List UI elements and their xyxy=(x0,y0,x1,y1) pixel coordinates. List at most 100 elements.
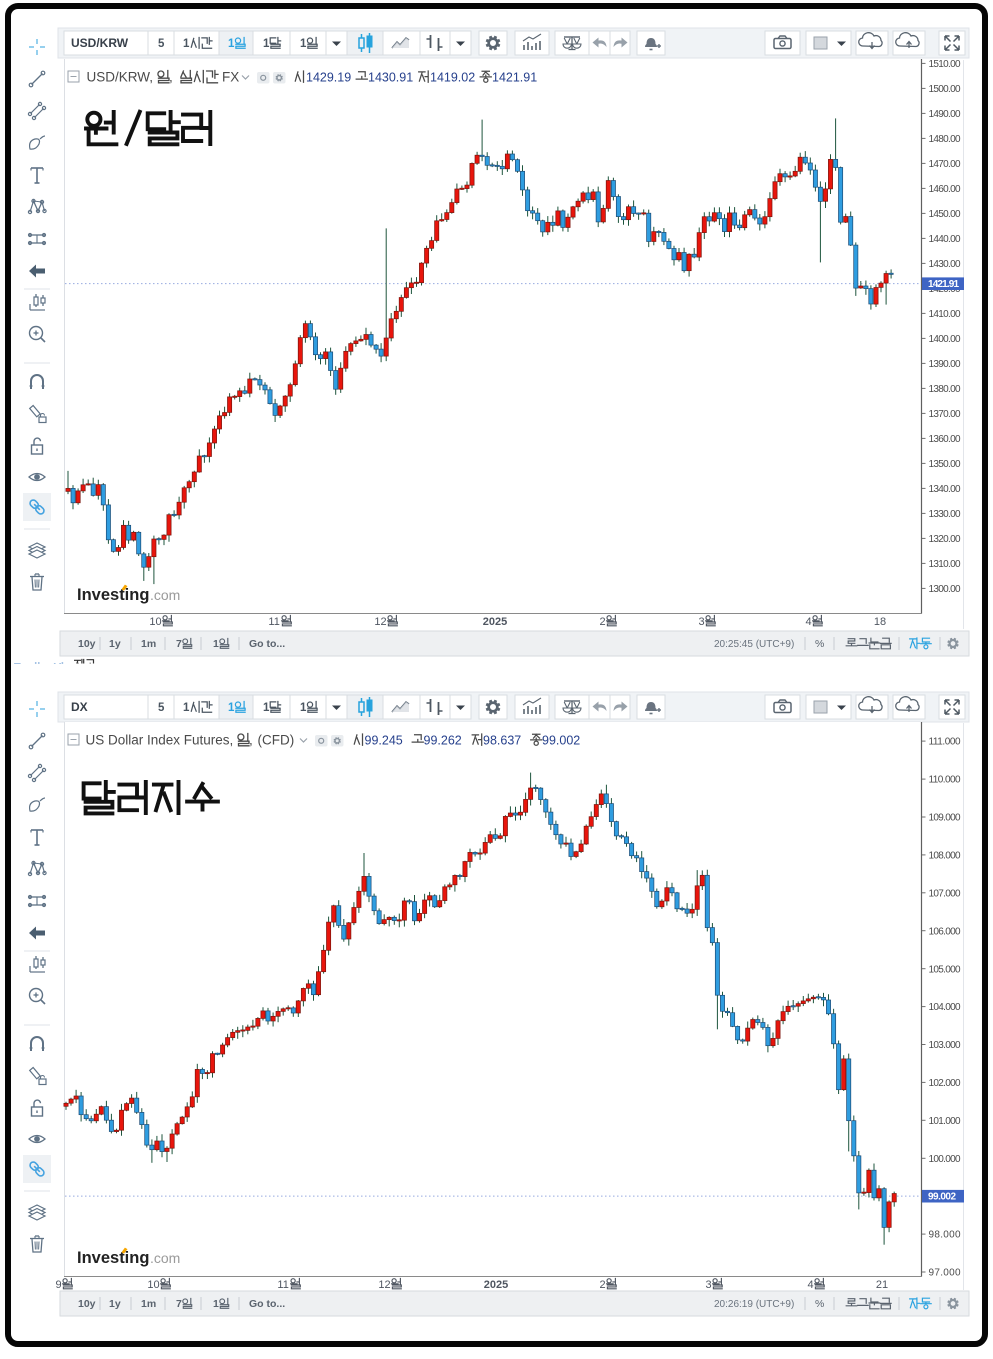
svg-text:1: 1 xyxy=(300,38,307,50)
svg-text:1310.00: 1310.00 xyxy=(929,559,961,570)
svg-text:2: 2 xyxy=(600,1279,606,1291)
svg-text:%: % xyxy=(815,1298,824,1310)
svg-text:110.000: 110.000 xyxy=(929,775,961,786)
svg-text:1300.00: 1300.00 xyxy=(929,584,961,595)
svg-text:100.000: 100.000 xyxy=(929,1154,961,1165)
svg-text:1y: 1y xyxy=(109,1298,121,1310)
svg-text:4: 4 xyxy=(808,1279,814,1291)
svg-text:105.000: 105.000 xyxy=(929,964,961,975)
svg-text:1470.00: 1470.00 xyxy=(929,159,961,170)
svg-text:1: 1 xyxy=(263,38,270,50)
svg-text:1450.00: 1450.00 xyxy=(929,209,961,220)
svg-text:111.000: 111.000 xyxy=(929,737,961,748)
svg-text:.com: .com xyxy=(150,587,180,603)
svg-text:1480.00: 1480.00 xyxy=(929,134,961,145)
svg-text:%: % xyxy=(815,638,824,650)
svg-text:1350.00: 1350.00 xyxy=(929,459,961,470)
svg-text:10: 10 xyxy=(149,616,161,628)
svg-text:1410.00: 1410.00 xyxy=(929,309,961,320)
svg-text:5: 5 xyxy=(158,702,165,714)
svg-text:1: 1 xyxy=(228,702,235,714)
svg-text:5: 5 xyxy=(158,38,165,50)
svg-text:10: 10 xyxy=(147,1279,159,1291)
svg-text:2025: 2025 xyxy=(483,616,507,628)
svg-text:1500.00: 1500.00 xyxy=(929,84,961,95)
svg-text:98.637: 98.637 xyxy=(483,734,521,748)
svg-text:USD/KRW,: USD/KRW, xyxy=(87,70,154,85)
svg-text:1: 1 xyxy=(213,1298,219,1310)
svg-text:,: , xyxy=(249,733,253,748)
svg-text:11: 11 xyxy=(277,1279,288,1291)
svg-text:1: 1 xyxy=(183,38,190,50)
svg-text:Investing: Investing xyxy=(77,586,149,604)
svg-text:106.000: 106.000 xyxy=(929,926,961,937)
svg-text:9: 9 xyxy=(56,1279,62,1291)
svg-text:1400.00: 1400.00 xyxy=(929,334,961,345)
svg-text:107.000: 107.000 xyxy=(929,888,961,899)
svg-text:1421.91: 1421.91 xyxy=(928,279,959,290)
svg-text:103.000: 103.000 xyxy=(929,1040,961,1051)
svg-text:109.000: 109.000 xyxy=(929,813,961,824)
svg-text:99.002: 99.002 xyxy=(928,1192,956,1203)
svg-text:20:25:45 (UTC+9): 20:25:45 (UTC+9) xyxy=(714,639,794,650)
svg-text:7: 7 xyxy=(176,1298,182,1310)
svg-text:3: 3 xyxy=(706,1279,712,1291)
svg-text:11: 11 xyxy=(268,616,279,628)
svg-text:1: 1 xyxy=(300,702,307,714)
svg-text:1m: 1m xyxy=(141,1298,156,1310)
svg-text:12: 12 xyxy=(378,1279,390,1291)
svg-text:1360.00: 1360.00 xyxy=(929,434,961,445)
svg-text:1430.00: 1430.00 xyxy=(929,259,961,270)
svg-text:1: 1 xyxy=(263,702,270,714)
svg-text:1430.91: 1430.91 xyxy=(368,71,413,85)
svg-text:10y: 10y xyxy=(78,638,96,650)
svg-text:1421.91: 1421.91 xyxy=(492,71,537,85)
svg-text:1330.00: 1330.00 xyxy=(929,509,961,520)
svg-text:1: 1 xyxy=(228,38,235,50)
svg-text:7: 7 xyxy=(176,638,182,650)
svg-text:US Dollar Index Futures,: US Dollar Index Futures, xyxy=(86,733,234,748)
svg-text:1490.00: 1490.00 xyxy=(929,109,961,120)
svg-text:USD/KRW: USD/KRW xyxy=(71,36,129,50)
svg-text:1419.02: 1419.02 xyxy=(430,71,475,85)
svg-text:TradingView: TradingView xyxy=(14,662,79,674)
svg-text:4: 4 xyxy=(806,616,812,628)
svg-text:.com: .com xyxy=(150,1250,180,1266)
svg-text:1320.00: 1320.00 xyxy=(929,534,961,545)
svg-text:1440.00: 1440.00 xyxy=(929,234,961,245)
svg-text:1y: 1y xyxy=(109,638,121,650)
svg-text:102.000: 102.000 xyxy=(929,1078,961,1089)
svg-text:99.245: 99.245 xyxy=(365,734,403,748)
svg-text:FX: FX xyxy=(222,70,239,85)
svg-text:1429.19: 1429.19 xyxy=(306,71,351,85)
svg-text:1m: 1m xyxy=(141,638,156,650)
svg-text:20:26:19 (UTC+9): 20:26:19 (UTC+9) xyxy=(714,1299,794,1310)
svg-text:99.002: 99.002 xyxy=(542,734,580,748)
svg-text:97.000: 97.000 xyxy=(929,1268,961,1279)
svg-text:10y: 10y xyxy=(78,1298,96,1310)
svg-text:99.262: 99.262 xyxy=(424,734,462,748)
svg-text:1390.00: 1390.00 xyxy=(929,359,961,370)
svg-text:101.000: 101.000 xyxy=(929,1116,961,1127)
svg-text:2: 2 xyxy=(600,616,606,628)
svg-text:Investing: Investing xyxy=(77,1249,149,1267)
svg-text:1380.00: 1380.00 xyxy=(929,384,961,395)
svg-text:1370.00: 1370.00 xyxy=(929,409,961,420)
svg-text:21: 21 xyxy=(876,1279,888,1291)
svg-text:(CFD): (CFD) xyxy=(258,733,295,748)
svg-text:2025: 2025 xyxy=(484,1279,508,1291)
svg-text:DX: DX xyxy=(71,700,88,714)
svg-text:104.000: 104.000 xyxy=(929,1002,961,1013)
svg-text:1: 1 xyxy=(213,638,219,650)
svg-text:98.000: 98.000 xyxy=(929,1230,961,1241)
svg-text:1510.00: 1510.00 xyxy=(929,59,961,70)
svg-text:Go to...: Go to... xyxy=(249,1298,285,1310)
svg-text:Go to...: Go to... xyxy=(249,638,285,650)
svg-text:1460.00: 1460.00 xyxy=(929,184,961,195)
svg-text:12: 12 xyxy=(374,616,386,628)
svg-text:1: 1 xyxy=(183,702,190,714)
svg-text:108.000: 108.000 xyxy=(929,851,961,862)
svg-text:1340.00: 1340.00 xyxy=(929,484,961,495)
svg-text:3: 3 xyxy=(699,616,705,628)
svg-text:,: , xyxy=(169,70,173,85)
